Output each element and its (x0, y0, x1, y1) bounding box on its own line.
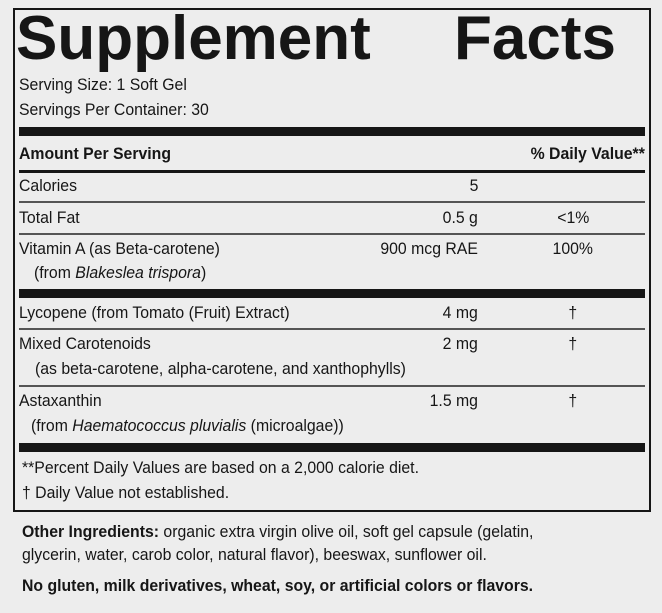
header-daily-value: % Daily Value** (530, 144, 645, 163)
other-ingredients-line1: Other Ingredients: organic extra virgin … (22, 522, 534, 541)
row-dv-lycopene: † (568, 303, 578, 322)
row-dv-vitamin-a: 100% (552, 239, 594, 258)
row-name-mixed-carotenoids: Mixed Carotenoids (19, 334, 151, 353)
row-dv-total-fat: <1% (556, 208, 590, 227)
divider-thin (19, 328, 645, 330)
panel-title-facts: Facts (454, 4, 616, 73)
row-amount-lycopene: 4 mg (442, 303, 478, 322)
row-amount-mixed-carotenoids: 2 mg (442, 334, 478, 353)
header-amount-per-serving: Amount Per Serving (19, 144, 171, 163)
serving-size: Serving Size: 1 Soft Gel (19, 75, 187, 94)
row-amount-calories: 5 (469, 176, 478, 195)
row-name-total-fat: Total Fat (19, 208, 80, 227)
divider-thin (19, 233, 645, 235)
divider-thick (19, 289, 645, 298)
row-dv-mixed-carotenoids: † (568, 334, 578, 353)
supplement-facts-panel (13, 8, 651, 512)
divider-medium (19, 170, 645, 173)
row-amount-total-fat: 0.5 g (442, 208, 478, 227)
row-source-mixed-carotenoids: (as beta-carotene, alpha-carotene, and x… (35, 359, 406, 378)
row-name-calories: Calories (19, 176, 77, 195)
footnote-percent-dv: **Percent Daily Values are based on a 2,… (22, 458, 419, 477)
row-source-astaxanthin: (from Haematococcus pluvialis (microalga… (31, 416, 344, 435)
row-source-vitamin-a: (from Blakeslea trispora) (34, 263, 207, 282)
divider-thick (19, 443, 645, 452)
servings-per-container: Servings Per Container: 30 (19, 100, 209, 119)
footnote-dagger: † Daily Value not established. (22, 483, 230, 502)
other-ingredients-line2: glycerin, water, carob color, natural fl… (22, 545, 487, 564)
row-dv-astaxanthin: † (568, 391, 578, 410)
row-name-lycopene: Lycopene (from Tomato (Fruit) Extract) (19, 303, 290, 322)
divider-thick (19, 127, 645, 136)
divider-thin (19, 385, 645, 387)
row-amount-vitamin-a: 900 mcg RAE (380, 239, 478, 258)
panel-title: Supplement (16, 4, 371, 73)
row-name-astaxanthin: Astaxanthin (19, 391, 102, 410)
allergen-statement: No gluten, milk derivatives, wheat, soy,… (22, 576, 534, 595)
row-name-vitamin-a: Vitamin A (as Beta-carotene) (19, 239, 220, 258)
row-amount-astaxanthin: 1.5 mg (429, 391, 478, 410)
divider-thin (19, 201, 645, 203)
